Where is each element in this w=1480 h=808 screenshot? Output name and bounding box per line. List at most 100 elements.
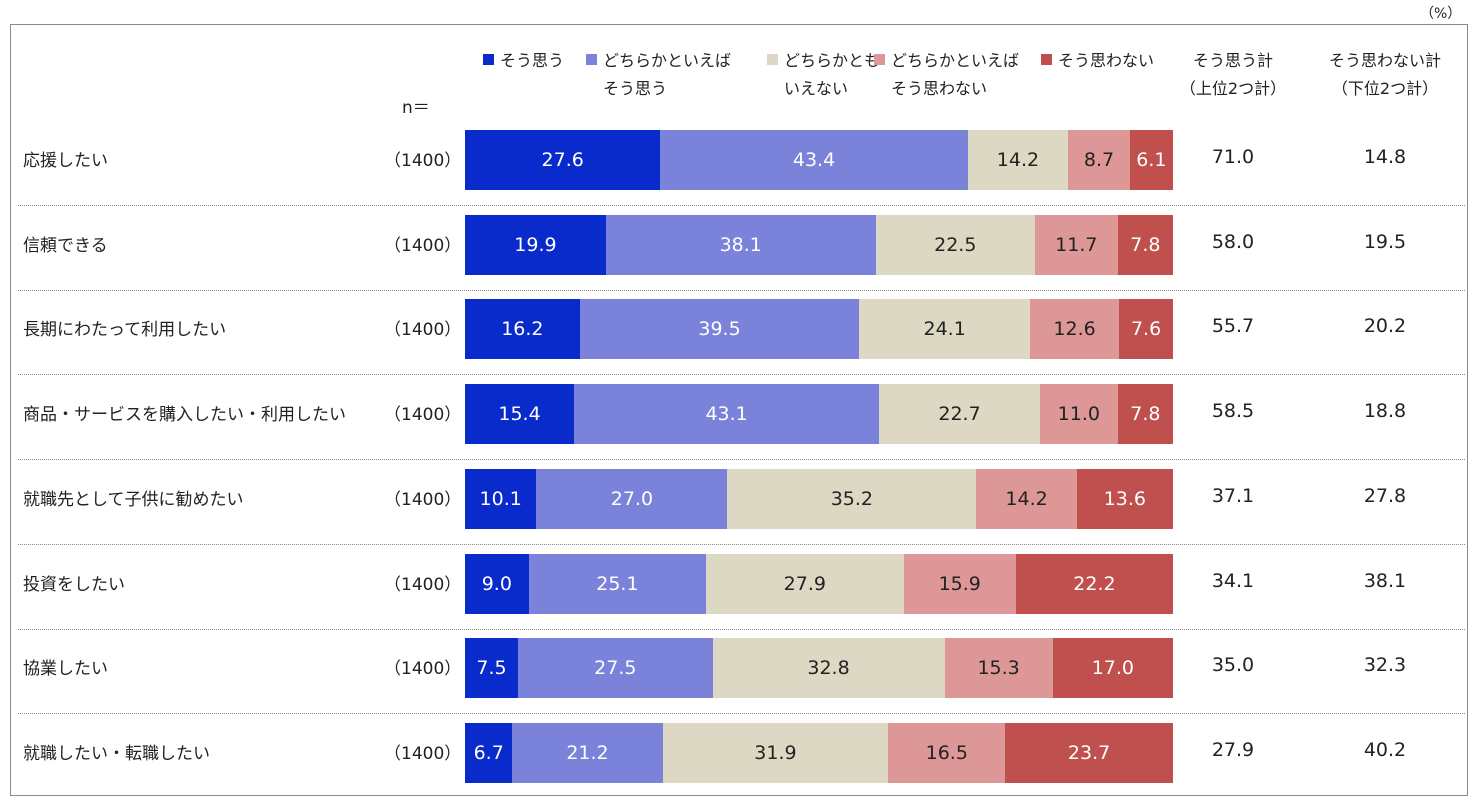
bar-segment: 7.8 — [1117, 384, 1173, 445]
row-n: （1400） — [384, 320, 462, 341]
top2-total: 37.1 — [1211, 484, 1255, 507]
bottom2-header-line2: （下位2つ計） — [1331, 79, 1439, 98]
bar-segment: 22.2 — [1015, 553, 1173, 614]
bar-segment: 9.0 — [465, 553, 529, 614]
row-separator — [18, 543, 1465, 545]
bar-segment: 7.8 — [1117, 214, 1173, 275]
legend-item-neutral: どちらかとも いえない — [767, 47, 880, 103]
bar-segment: 14.2 — [976, 468, 1077, 529]
stacked-bar: 19.9 38.1 22.5 11.7 7.8 — [465, 214, 1173, 275]
row-n: （1400） — [384, 151, 462, 171]
row-n: （1400） — [384, 743, 462, 764]
bar-segment: 27.0 — [536, 468, 728, 529]
row-separator — [18, 289, 1465, 291]
row-separator — [18, 628, 1465, 630]
legend-swatch — [1041, 54, 1052, 65]
legend-item-somewhat-disagree: どちらかといえば そう思わない — [874, 47, 1019, 103]
bar-segment: 27.5 — [518, 638, 713, 699]
row-n: （1400） — [384, 405, 462, 426]
bar-segment: 21.2 — [512, 722, 663, 783]
top2-total: 58.0 — [1211, 230, 1255, 253]
bottom2-total: 27.8 — [1363, 484, 1407, 507]
row-label: 応援したい — [23, 151, 108, 171]
chart-row: 長期にわたって利用したい （1400） 16.2 39.5 24.1 12.6 7.6 55.… — [0, 299, 1480, 384]
legend-swatch — [586, 54, 597, 65]
row-label: 就職したい・転職したい — [23, 743, 210, 764]
chart-row: 就職先として子供に勧めたい （1400） 10.1 27.0 35.2 14.2 13.6 3… — [0, 468, 1480, 554]
bar-segment: 31.9 — [662, 722, 889, 783]
bottom2-total: 40.2 — [1363, 738, 1407, 761]
legend-label-line2: いえない — [784, 79, 849, 98]
bottom2-total: 38.1 — [1363, 569, 1407, 592]
chart-row: 信頼できる （1400） 19.9 38.1 22.5 11.7 7.8 58.0 19.5 — [0, 214, 1480, 300]
row-n: （1400） — [384, 574, 462, 595]
bar-segment: 32.8 — [712, 638, 945, 699]
row-separator — [18, 374, 1465, 376]
top2-header-line1: そう思う計 — [1192, 51, 1273, 70]
bar-segment: 43.1 — [574, 384, 880, 445]
bar-segment: 15.9 — [903, 553, 1016, 614]
legend-swatch — [767, 54, 778, 65]
row-separator — [18, 459, 1465, 461]
top2-header-line2: （上位2つ計） — [1179, 79, 1287, 98]
chart-row: 応援したい （1400） 27.6 43.4 14.2 8.7 6.1 71.0 14.8 — [0, 130, 1480, 215]
bar-segment: 43.4 — [660, 130, 968, 190]
legend-item-somewhat-agree: どちらかといえば そう思う — [586, 47, 731, 103]
bar-segment: 13.6 — [1076, 468, 1173, 529]
top2-header: そう思う計 （上位2つ計） — [1148, 47, 1318, 103]
bar-segment: 22.5 — [875, 214, 1035, 275]
unit-label: （%） — [1420, 6, 1462, 22]
row-label: 投資をしたい — [23, 574, 125, 595]
bar-segment: 6.7 — [465, 722, 513, 783]
bar-segment: 7.6 — [1119, 299, 1173, 360]
bar-segment: 23.7 — [1005, 722, 1173, 783]
stacked-bar: 16.2 39.5 24.1 12.6 7.6 — [465, 299, 1173, 360]
row-label: 就職先として子供に勧めたい — [23, 489, 244, 510]
row-n: （1400） — [384, 235, 462, 256]
bottom2-total: 18.8 — [1363, 400, 1407, 423]
chart-row: 就職したい・転職したい （1400） 6.7 21.2 31.9 16.5 23.7 27.9… — [0, 722, 1480, 808]
bar-segment: 16.2 — [465, 299, 580, 360]
stacked-bar: 10.1 27.0 35.2 14.2 13.6 — [465, 468, 1173, 529]
bar-segment: 8.7 — [1068, 130, 1130, 190]
stacked-bar: 27.6 43.4 14.2 8.7 6.1 — [465, 130, 1173, 190]
row-n: （1400） — [384, 659, 462, 680]
bottom2-total: 14.8 — [1363, 146, 1407, 168]
bar-segment: 12.6 — [1029, 299, 1120, 360]
chart-row: 商品・サービスを購入したい・利用したい （1400） 15.4 43.1 22.7 11.… — [0, 384, 1480, 469]
row-separator — [18, 205, 1465, 206]
row-n: （1400） — [384, 489, 462, 510]
bar-segment: 7.5 — [465, 638, 519, 699]
stacked-bar: 7.5 27.5 32.8 15.3 17.0 — [465, 638, 1173, 699]
legend-item-disagree: そう思わない — [1041, 47, 1154, 75]
row-label: 長期にわたって利用したい — [23, 320, 227, 341]
top2-total: 34.1 — [1211, 569, 1255, 592]
bar-segment: 16.5 — [888, 722, 1006, 783]
legend-swatch — [874, 54, 885, 65]
bar-segment: 35.2 — [727, 468, 977, 529]
bar-segment: 11.7 — [1034, 214, 1118, 275]
bar-segment: 22.7 — [879, 384, 1040, 445]
bar-segment: 10.1 — [465, 468, 537, 529]
legend-label-line2: そう思わない — [891, 79, 988, 98]
stacked-bar: 9.0 25.1 27.9 15.9 22.2 — [465, 553, 1173, 614]
row-label: 信頼できる — [23, 235, 108, 256]
chart-frame — [10, 24, 1468, 796]
bar-segment: 24.1 — [859, 299, 1030, 360]
legend-swatch — [483, 54, 494, 65]
bar-segment: 14.2 — [967, 130, 1069, 190]
bar-segment: 27.6 — [465, 130, 661, 190]
bar-segment: 15.4 — [465, 384, 575, 445]
bottom2-total: 32.3 — [1363, 654, 1407, 677]
top2-total: 58.5 — [1211, 400, 1255, 423]
legend-label: どちらかとも — [784, 51, 881, 70]
bar-segment: 6.1 — [1129, 130, 1173, 190]
n-header: n＝ — [402, 98, 430, 118]
bar-segment: 27.9 — [706, 553, 904, 614]
bottom2-header: そう思わない計 （下位2つ計） — [1300, 47, 1470, 103]
bar-segment: 38.1 — [605, 214, 876, 275]
stacked-bar: 15.4 43.1 22.7 11.0 7.8 — [465, 384, 1173, 445]
legend-item-soushiomou: そう思う — [483, 47, 564, 75]
top2-total: 71.0 — [1211, 146, 1255, 168]
bar-segment: 11.0 — [1039, 384, 1118, 445]
